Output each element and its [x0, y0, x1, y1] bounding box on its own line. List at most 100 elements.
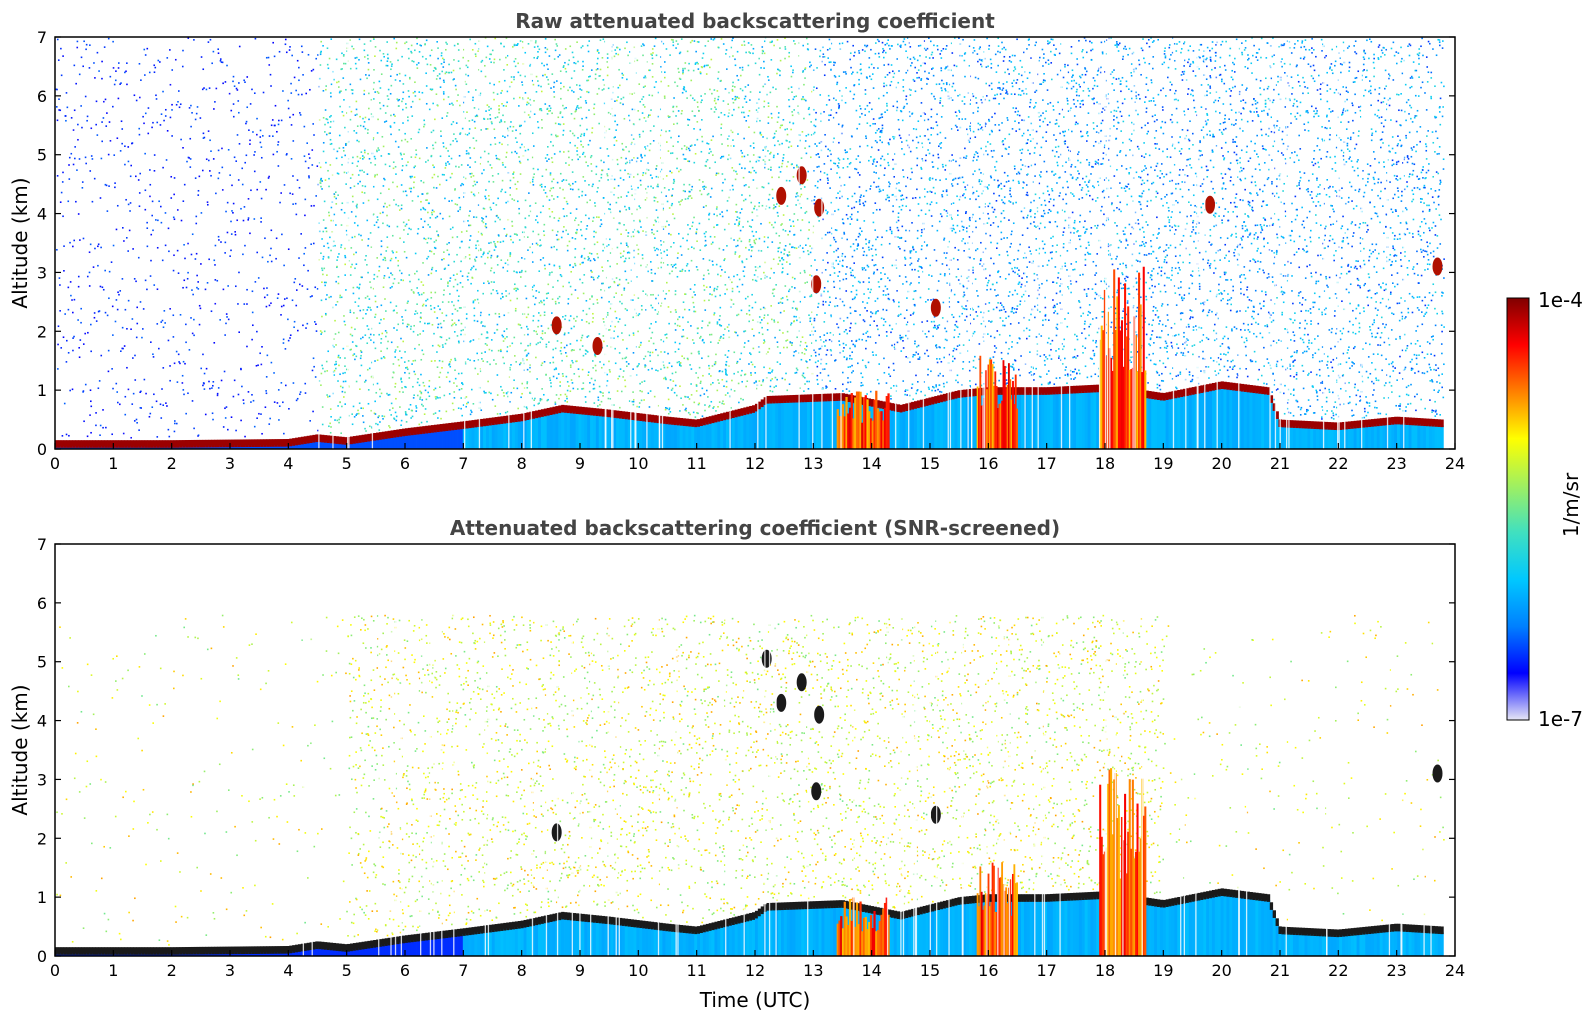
top-noise-pixel — [203, 136, 206, 139]
top-noise-pixel — [477, 359, 480, 361]
top-noise-pixel — [330, 83, 333, 86]
top-layer-top — [685, 418, 689, 427]
top-noise-pixel — [713, 111, 716, 113]
top-noise-pixel — [243, 206, 246, 208]
top-noise-pixel — [169, 365, 171, 367]
top-noise-pixel — [593, 103, 596, 106]
top-noise-pixel — [342, 77, 345, 79]
top-column-fill — [491, 423, 496, 449]
top-noise-pixel — [539, 259, 542, 261]
top-noise-pixel — [522, 313, 524, 315]
top-noise-pixel — [78, 158, 81, 160]
top-noise-pixel — [323, 200, 326, 203]
top-noise-pixel — [390, 68, 392, 71]
top-noise-pixel — [273, 372, 275, 374]
top-noise-pixel — [327, 246, 330, 249]
top-noise-pixel — [422, 207, 425, 210]
top-noise-pixel — [312, 410, 314, 413]
top-column-fill — [260, 445, 264, 449]
top-noise-pixel — [561, 180, 563, 182]
top-noise-pixel — [409, 175, 412, 178]
top-noise-pixel — [674, 267, 677, 269]
top-noise-pixel — [713, 236, 716, 238]
top-noise-pixel — [256, 133, 258, 136]
top-noise-pixel — [377, 219, 379, 221]
top-noise-pixel — [453, 260, 456, 263]
top-noise-pixel — [215, 87, 218, 90]
top-noise-pixel — [393, 199, 395, 201]
top-noise-pixel — [156, 288, 159, 291]
top-noise-pixel — [538, 270, 541, 272]
top-noise-pixel — [350, 247, 353, 249]
top-noise-pixel — [645, 120, 647, 122]
top-noise-pixel — [533, 404, 536, 407]
top-noise-pixel — [450, 123, 453, 126]
top-noise-pixel — [668, 224, 670, 226]
top-noise-pixel — [455, 122, 458, 124]
top-noise-pixel — [160, 417, 163, 419]
top-noise-pixel — [198, 323, 201, 326]
top-noise-pixel — [645, 76, 647, 79]
top-noise-pixel — [290, 82, 292, 85]
top-noise-pixel — [256, 417, 258, 419]
top-noise-pixel — [693, 342, 695, 344]
top-noise-pixel — [715, 263, 718, 266]
top-noise-pixel — [492, 91, 495, 94]
top-noise-pixel — [314, 286, 317, 289]
top-noise-pixel — [397, 259, 400, 262]
top-noise-pixel — [489, 117, 492, 120]
top-noise-pixel — [438, 376, 441, 379]
top-noise-pixel — [532, 83, 535, 86]
top-noise-pixel — [495, 246, 497, 248]
top-noise-pixel — [257, 277, 260, 279]
top-noise-pixel — [569, 343, 572, 345]
top-noise-pixel — [693, 284, 696, 286]
top-noise-pixel — [400, 207, 403, 210]
top-noise-pixel — [714, 295, 717, 298]
top-noise-pixel — [160, 113, 163, 115]
top-noise-pixel — [569, 45, 572, 48]
top-noise-pixel — [674, 322, 676, 325]
top-noise-pixel — [420, 358, 423, 361]
top-noise-pixel — [636, 173, 639, 176]
top-layer-top — [193, 439, 198, 448]
top-column-fill — [671, 423, 675, 449]
top-noise-pixel — [295, 213, 298, 216]
top-noise-pixel — [651, 280, 653, 282]
top-noise-pixel — [549, 379, 552, 382]
top-noise-pixel — [565, 200, 568, 203]
top-noise-pixel — [419, 390, 421, 393]
top-noise-pixel — [474, 42, 477, 45]
top-noise-pixel — [338, 418, 340, 421]
top-layer-top — [500, 416, 504, 424]
top-noise-pixel — [151, 214, 153, 217]
top-noise-pixel — [487, 252, 489, 255]
top-noise-pixel — [502, 356, 504, 359]
top-noise-pixel — [719, 294, 721, 297]
top-noise-pixel — [284, 384, 287, 387]
top-noise-pixel — [333, 374, 336, 376]
top-noise-pixel — [442, 346, 444, 348]
top-noise-pixel — [418, 384, 421, 387]
top-noise-pixel — [105, 184, 108, 187]
top-noise-pixel — [361, 185, 364, 187]
top-noise-pixel — [673, 264, 676, 266]
top-noise-pixel — [645, 148, 647, 150]
top-noise-pixel — [643, 76, 645, 79]
top-noise-pixel — [322, 219, 325, 221]
top-noise-pixel — [666, 249, 668, 251]
top-noise-pixel — [608, 128, 611, 130]
top-noise-pixel — [541, 338, 544, 341]
top-noise-pixel — [325, 281, 327, 284]
top-noise-pixel — [648, 114, 650, 117]
top-noise-pixel — [370, 113, 373, 115]
top-noise-pixel — [458, 196, 461, 199]
top-noise-pixel — [374, 157, 377, 160]
top-noise-pixel — [273, 124, 276, 127]
top-noise-pixel — [355, 345, 358, 348]
top-noise-pixel — [122, 432, 125, 435]
top-noise-pixel — [216, 394, 219, 397]
top-noise-pixel — [651, 367, 653, 370]
top-noise-pixel — [90, 431, 92, 434]
top-noise-pixel — [465, 402, 468, 405]
